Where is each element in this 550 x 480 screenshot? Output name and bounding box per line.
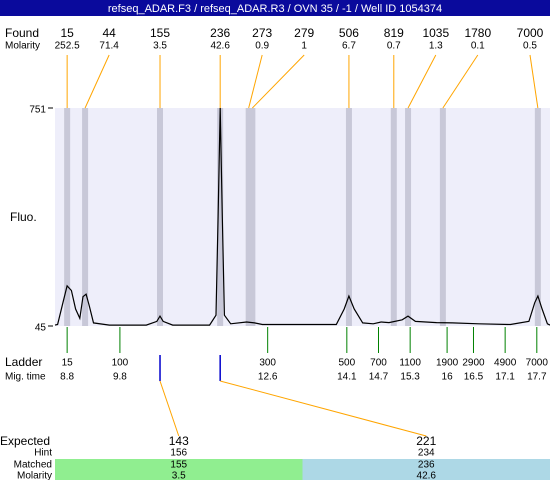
title: refseq_ADAR.F3 / refseq_ADAR.R3 / OVN 35…	[108, 3, 442, 15]
matched-band	[55, 459, 303, 480]
peak-band	[405, 108, 412, 326]
molarity-label: Molarity	[5, 41, 40, 52]
found-molarity: 3.5	[153, 41, 167, 52]
expected-row-label: Expected	[0, 434, 50, 448]
ladder-label: Ladder	[5, 355, 42, 369]
found-size: 236	[210, 26, 230, 40]
matched-molarity: 42.6	[417, 471, 437, 480]
found-size: 15	[60, 26, 74, 40]
found-size: 155	[150, 26, 170, 40]
found-size: 1780	[464, 26, 491, 40]
found-molarity: 0.1	[471, 41, 485, 52]
y-tick-label: 45	[35, 323, 47, 334]
hint-size: 156	[170, 448, 187, 459]
y-axis-label: Fluo.	[10, 210, 37, 224]
found-molarity: 71.4	[99, 41, 119, 52]
expected-size: 143	[169, 434, 189, 448]
ladder-size: 2900	[462, 358, 485, 369]
expected-row-label: Molarity	[17, 471, 52, 480]
peak-band	[245, 108, 252, 326]
matched-band	[302, 459, 550, 480]
ladder-time: 17.7	[527, 372, 547, 383]
ladder-size: 4900	[494, 358, 517, 369]
peak-band	[249, 108, 256, 326]
expected-connector	[220, 380, 427, 437]
peak-band	[157, 108, 164, 326]
expected-size: 221	[416, 434, 436, 448]
title-bar	[0, 0, 550, 16]
ladder-size: 15	[62, 358, 74, 369]
found-molarity: 0.7	[387, 41, 401, 52]
peak-band	[82, 108, 89, 326]
found-connector	[248, 54, 263, 109]
found-size: 819	[384, 26, 404, 40]
found-connector	[442, 54, 479, 109]
found-molarity: 0.9	[255, 41, 269, 52]
y-tick-label: 751	[29, 105, 46, 116]
plot-background	[55, 108, 550, 326]
matched-size: 236	[418, 460, 435, 471]
ladder-time: 16.5	[464, 372, 484, 383]
found-molarity: 1	[301, 41, 307, 52]
found-connector	[407, 54, 437, 109]
ladder-time: 9.8	[113, 372, 127, 383]
peak-band	[345, 108, 352, 326]
mig-time-label: Mig. time	[5, 372, 46, 383]
ladder-time: 17.1	[495, 372, 515, 383]
found-size: 506	[339, 26, 359, 40]
expected-row-label: Hint	[34, 448, 52, 459]
ladder-size: 7000	[526, 358, 549, 369]
found-connector	[529, 54, 539, 109]
found-connector	[252, 54, 305, 109]
ladder-time: 8.8	[60, 372, 74, 383]
matched-molarity: 3.5	[172, 471, 186, 480]
found-size: 273	[252, 26, 272, 40]
peak-band	[439, 108, 446, 326]
found-size: 1035	[422, 26, 449, 40]
found-molarity: 42.6	[210, 41, 230, 52]
expected-row-label: Matched	[14, 460, 52, 471]
found-molarity: 252.5	[55, 41, 80, 52]
found-label: Found	[5, 26, 39, 40]
ladder-time: 15.3	[400, 372, 420, 383]
ladder-size: 100	[112, 358, 129, 369]
found-molarity: 1.3	[429, 41, 443, 52]
found-molarity: 6.7	[342, 41, 356, 52]
peak-band	[534, 108, 541, 326]
peak-band	[390, 108, 397, 326]
ladder-size: 700	[370, 358, 387, 369]
ladder-time: 14.7	[369, 372, 389, 383]
expected-connector	[159, 380, 180, 437]
found-size: 7000	[517, 26, 544, 40]
found-size: 44	[102, 26, 116, 40]
ladder-size: 1900	[436, 358, 459, 369]
ladder-size: 300	[259, 358, 276, 369]
ladder-time: 14.1	[337, 372, 357, 383]
hint-size: 234	[418, 448, 435, 459]
matched-size: 155	[170, 460, 187, 471]
peak-band	[217, 108, 224, 326]
found-molarity: 0.5	[523, 41, 537, 52]
found-connector	[84, 54, 110, 109]
ladder-time: 16	[442, 372, 454, 383]
ladder-time: 12.6	[258, 372, 278, 383]
trace	[54, 107, 550, 326]
ladder-size: 1100	[399, 358, 421, 369]
ladder-size: 500	[338, 358, 355, 369]
peak-band	[64, 108, 71, 326]
found-size: 279	[294, 26, 314, 40]
